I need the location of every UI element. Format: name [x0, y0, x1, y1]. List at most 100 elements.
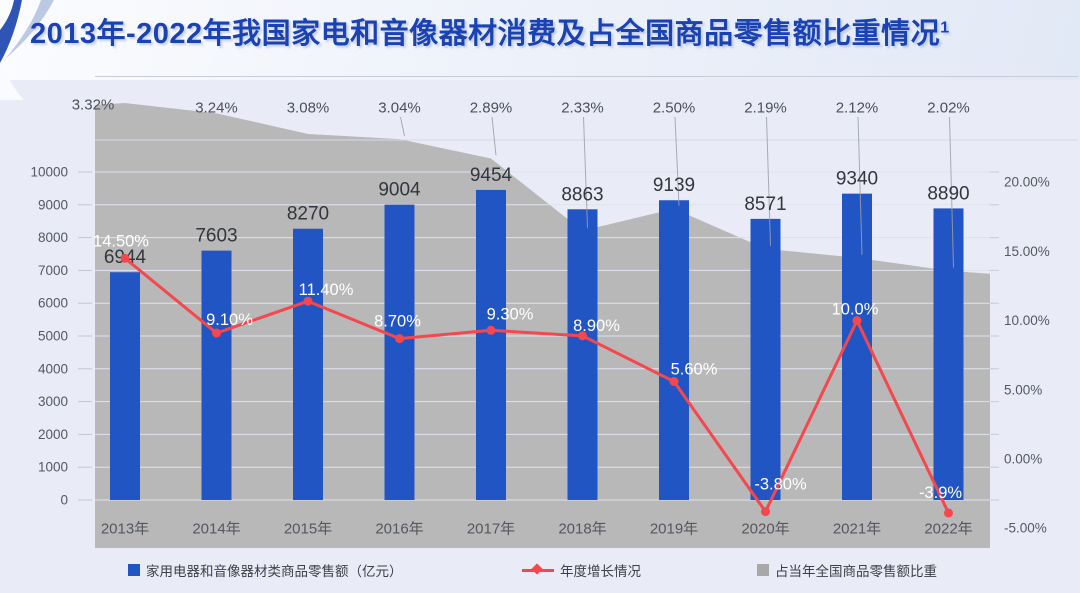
left-axis-tick-label: 4000 [38, 361, 68, 376]
growth-point-marker [395, 334, 404, 344]
left-axis-tick-label: 5000 [38, 329, 68, 344]
bar [750, 218, 781, 500]
left-axis-tick-label: 0 [60, 493, 68, 508]
left-axis-tick-label: 7000 [38, 263, 68, 278]
share-percent-label: 3.24% [195, 100, 238, 117]
legend-label: 占当年全国商品零售额比重 [775, 564, 937, 579]
left-axis-tick-label: 6000 [38, 296, 68, 311]
growth-value-label: -3.9% [919, 484, 962, 502]
bar [933, 208, 964, 500]
x-axis-label: 2021年 [833, 521, 881, 538]
x-axis-label: 2022年 [924, 521, 972, 538]
growth-point-marker [944, 508, 953, 518]
growth-point-marker [303, 296, 313, 306]
chart-legend: 家用电器和音像器材类商品零售额（亿元） 年度增长情况 占当年全国商品零售额比重 [0, 560, 1080, 586]
growth-value-label: 8.70% [374, 313, 421, 331]
x-axis-label: 2019年 [650, 521, 698, 538]
share-percent-label: 2.50% [653, 100, 696, 117]
bar-series-swatch [128, 564, 140, 576]
right-axis-tick-label: 15.00% [1004, 244, 1050, 259]
share-percent-label: 2.02% [927, 100, 970, 117]
left-axis-tick-label: 3000 [38, 394, 68, 409]
x-axis-label: 2020年 [741, 521, 789, 538]
left-axis-tick-label: 9000 [38, 197, 68, 212]
bar-value-label: 9004 [378, 180, 421, 201]
right-axis-tick-label: 5.00% [1004, 382, 1042, 397]
bar [476, 189, 506, 500]
growth-value-label: 9.10% [206, 311, 253, 329]
growth-value-label: 9.30% [487, 305, 534, 323]
growth-point-marker [669, 376, 679, 386]
growth-point-marker [578, 331, 587, 341]
right-axis-tick-label: -5.00% [1004, 521, 1047, 536]
page-title: 2013年-2022年我国家电和音像器材消费及占全国商品零售额比重情况1 [30, 10, 1050, 52]
x-axis-label: 2017年 [467, 521, 515, 538]
x-axis-label: 2013年 [101, 521, 149, 538]
bar-value-label: 8571 [744, 194, 786, 215]
bar-value-label: 9454 [470, 165, 513, 186]
bar [384, 204, 415, 500]
share-percent-label: 3.32% [72, 97, 115, 114]
share-percent-label: 3.08% [287, 100, 330, 117]
x-axis-label: 2015年 [284, 521, 332, 538]
legend-item-retail-sales: 家用电器和音像器材类商品零售额（亿元） [128, 560, 403, 580]
growth-point-marker [486, 325, 496, 335]
page-title-text: 2013年-2022年我国家电和音像器材消费及占全国商品零售额比重情况 [30, 18, 941, 50]
growth-point-marker [852, 316, 862, 326]
bar [110, 272, 140, 500]
bar-value-label: 9340 [836, 169, 878, 190]
growth-value-label: -3.80% [754, 476, 807, 494]
left-axis-tick-label: 2000 [38, 427, 68, 442]
left-axis-tick-label: 8000 [38, 230, 68, 245]
title-divider [95, 76, 1078, 77]
right-axis-tick-label: 20.00% [1004, 175, 1050, 190]
bar-value-label: 8890 [927, 183, 969, 204]
share-leader-line [949, 116, 954, 268]
share-leader-line [583, 116, 588, 228]
bar-value-label: 9139 [653, 175, 695, 196]
legend-label: 家用电器和音像器材类商品零售额（亿元） [146, 564, 403, 579]
share-leader-line [400, 116, 405, 137]
right-axis-tick-label: 0.00% [1004, 452, 1042, 467]
growth-value-label: 8.90% [573, 317, 620, 335]
growth-point-marker [212, 328, 221, 338]
bar [567, 209, 598, 501]
legend-item-share-of-total: 占当年全国商品零售额比重 [757, 560, 937, 580]
left-axis-tick-label: 10000 [30, 165, 68, 180]
page-title-superscript: 1 [940, 19, 950, 37]
share-leader-line [491, 116, 497, 156]
share-percent-label: 2.19% [744, 100, 787, 117]
share-percent-label: 2.33% [561, 100, 604, 117]
bar [842, 193, 872, 500]
share-percent-label: 2.12% [836, 100, 879, 117]
left-axis-tick-label: 1000 [38, 460, 68, 475]
share-percent-label: 2.89% [470, 100, 513, 117]
growth-value-label: 5.60% [671, 360, 718, 378]
bar-value-label: 8270 [287, 204, 329, 225]
growth-value-label: 14.50% [93, 232, 149, 250]
legend-label: 年度增长情况 [560, 564, 641, 579]
growth-point-marker [761, 507, 770, 517]
x-axis-label: 2018年 [558, 521, 606, 538]
right-axis-tick-label: 10.00% [1004, 313, 1050, 328]
x-axis-label: 2016年 [375, 521, 423, 538]
legend-item-annual-growth: 年度增长情况 [522, 560, 641, 580]
x-axis-label: 2014年 [192, 521, 240, 538]
corner-swoosh-decoration [0, 0, 54, 100]
share-leader-line [766, 116, 771, 246]
growth-point-marker [120, 253, 130, 263]
growth-line-series [123, 256, 950, 515]
line-marker-icon [531, 563, 543, 575]
growth-value-label: 11.40% [299, 281, 354, 299]
title-banner: 2013年-2022年我国家电和音像器材消费及占全国商品零售额比重情况1 [0, 0, 1080, 100]
area-series-swatch [757, 564, 769, 576]
bar-value-label: 7603 [195, 226, 237, 247]
line-series-swatch [522, 563, 554, 575]
share-leader-line [674, 116, 680, 206]
bar-value-label: 8863 [561, 184, 603, 205]
growth-value-label: 10.0% [832, 301, 879, 319]
share-leader-line [857, 116, 863, 255]
bar [201, 250, 232, 500]
share-percent-label: 3.04% [378, 100, 421, 117]
